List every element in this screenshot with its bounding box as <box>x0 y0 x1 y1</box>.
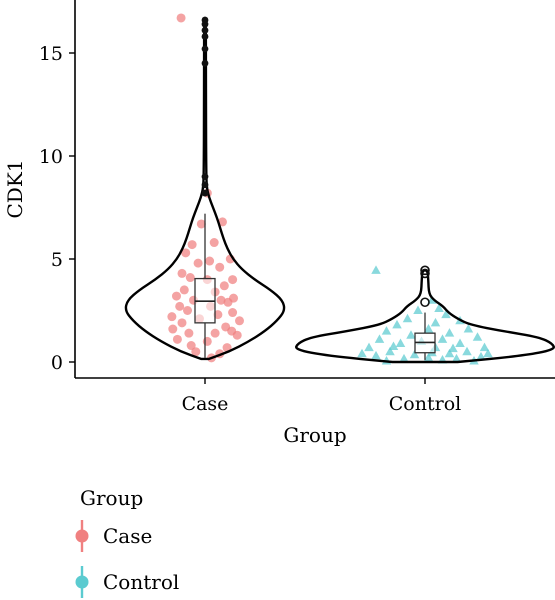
data-point <box>441 309 451 319</box>
data-point <box>183 306 193 315</box>
data-point <box>205 256 215 266</box>
outlier-point <box>201 189 209 197</box>
data-point <box>399 353 409 363</box>
series-control <box>295 265 555 365</box>
data-point <box>187 240 197 250</box>
outlier-point <box>201 16 209 24</box>
outlier-point <box>201 59 209 67</box>
data-point <box>472 332 483 341</box>
data-point <box>381 326 392 335</box>
data-point <box>210 328 220 338</box>
data-point <box>209 238 219 248</box>
outlier-point <box>201 45 209 53</box>
data-point <box>186 341 196 351</box>
outlier-point <box>201 173 209 181</box>
plot-area <box>124 13 555 365</box>
data-point <box>388 341 399 351</box>
data-point <box>202 336 212 346</box>
legend-entry-label: Control <box>103 570 179 594</box>
data-point <box>434 303 444 312</box>
series-case <box>124 13 286 363</box>
data-point <box>181 248 191 258</box>
data-point <box>228 308 238 318</box>
legend-title: Group <box>80 486 143 510</box>
data-point <box>357 348 367 358</box>
data-point <box>185 273 195 283</box>
x-tick-label: Case <box>182 393 229 415</box>
data-point <box>451 353 462 363</box>
y-tick-label: 15 <box>39 43 63 65</box>
outlier-point <box>201 181 209 189</box>
violin-outline <box>295 269 555 364</box>
data-point <box>364 342 374 352</box>
data-point <box>385 346 395 356</box>
data-point <box>430 317 441 327</box>
y-tick-label: 10 <box>39 146 63 168</box>
data-point <box>177 318 187 328</box>
y-axis-title: CDK1 <box>3 159 27 218</box>
data-point <box>437 334 448 343</box>
data-point <box>448 343 458 353</box>
data-point <box>462 346 472 356</box>
data-point <box>176 13 186 23</box>
data-point <box>168 324 178 334</box>
data-point <box>374 334 385 343</box>
data-point <box>215 262 225 272</box>
data-point <box>455 338 465 347</box>
data-point <box>191 347 201 357</box>
data-point <box>395 338 406 347</box>
data-point <box>216 295 226 305</box>
data-point <box>444 348 455 358</box>
data-point <box>219 281 229 291</box>
data-point <box>476 351 486 361</box>
x-axis-title: Group <box>283 423 346 447</box>
outlier-point <box>201 33 209 40</box>
data-point <box>177 268 187 278</box>
data-point <box>184 328 194 338</box>
data-point <box>479 342 490 352</box>
data-point <box>175 301 185 311</box>
x-tick-label: Control <box>389 393 461 415</box>
data-point <box>228 275 238 285</box>
outlier-point <box>420 297 430 308</box>
legend: Group Case Control <box>75 486 179 598</box>
outlier-point <box>201 26 209 34</box>
data-point <box>171 291 181 301</box>
data-point <box>406 330 416 339</box>
data-point <box>392 319 402 329</box>
outlier-point <box>420 265 430 276</box>
data-point <box>483 348 493 358</box>
x-ticks: Case Control <box>182 378 461 415</box>
data-point <box>235 316 244 326</box>
data-point <box>402 313 413 323</box>
y-ticks: 0 5 10 15 <box>39 43 75 374</box>
data-point <box>223 297 233 307</box>
data-point <box>371 350 381 360</box>
data-point <box>423 352 434 362</box>
data-point <box>444 328 455 337</box>
legend-entry-case: Case <box>75 520 152 552</box>
data-point <box>463 324 474 333</box>
data-point <box>409 349 420 359</box>
data-point <box>413 305 423 314</box>
legend-key-marker <box>75 529 89 543</box>
axes: 0 5 10 15 Case Control Group CDK1 <box>3 0 555 447</box>
data-point <box>232 330 242 340</box>
legend-entry-control: Control <box>75 566 179 598</box>
y-tick-label: 0 <box>51 352 63 374</box>
data-point <box>423 324 434 333</box>
data-point <box>172 334 182 344</box>
y-tick-label: 5 <box>51 249 63 271</box>
outlier-point <box>420 268 430 279</box>
data-point <box>371 265 381 274</box>
data-point <box>193 258 203 268</box>
data-point <box>222 343 232 353</box>
legend-entry-label: Case <box>103 524 152 548</box>
data-point <box>179 285 189 295</box>
data-point <box>196 219 206 229</box>
data-point <box>167 312 177 322</box>
legend-key-marker <box>75 575 89 589</box>
